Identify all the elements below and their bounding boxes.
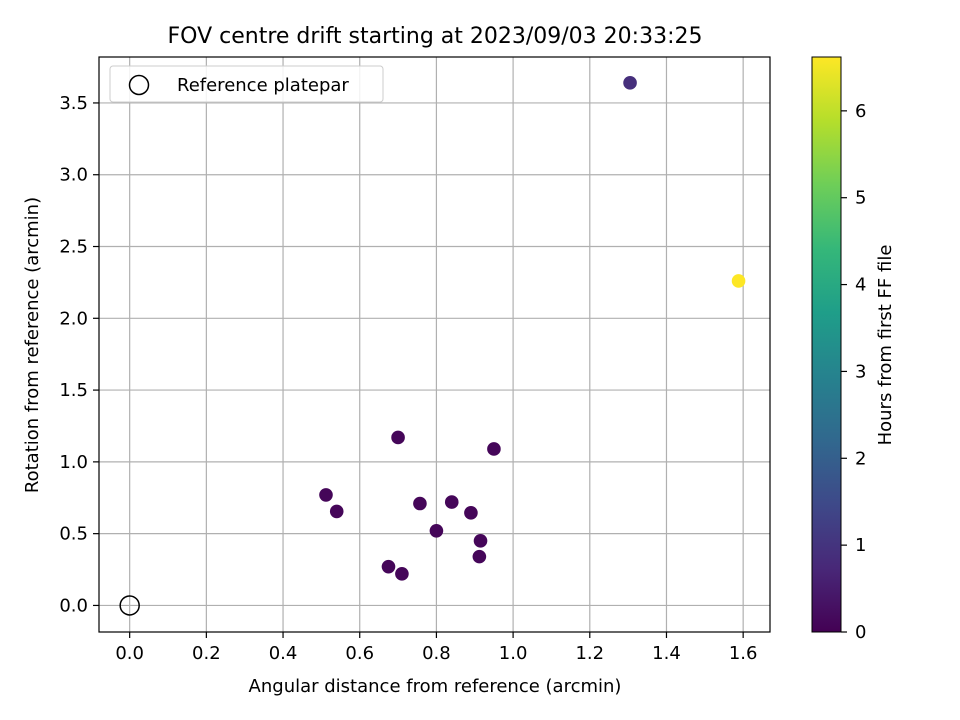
y-tick-label: 3.5	[59, 93, 88, 114]
data-point	[381, 559, 396, 574]
y-axis-ticks: 0.0 0.5 1.0 1.5 2.0 2.5 3.0 3.5	[59, 93, 99, 616]
colorbar-tick-label: 0	[855, 622, 866, 643]
reference-point-marker	[119, 595, 140, 616]
grid-lines	[99, 57, 770, 632]
data-point	[731, 274, 746, 288]
x-tick-label: 1.0	[499, 643, 528, 664]
x-tick-label: 1.6	[729, 643, 758, 664]
x-tick-label: 0.8	[422, 643, 451, 664]
y-axis-label: Rotation from reference (arcmin)	[22, 197, 43, 493]
x-tick-label: 1.2	[575, 643, 604, 664]
y-tick-label: 2.0	[59, 308, 88, 329]
legend: Reference platepar	[109, 65, 384, 103]
chart-title: FOV centre drift starting at 2023/09/03 …	[168, 24, 703, 49]
data-point	[473, 534, 488, 548]
legend-label: Reference platepar	[177, 75, 349, 96]
data-point	[464, 506, 478, 520]
y-tick-label: 0.5	[59, 524, 88, 545]
colorbar-tick-label: 4	[855, 275, 866, 296]
data-point	[429, 523, 444, 538]
x-tick-label: 0.0	[115, 643, 144, 664]
colorbar-gradient	[811, 56, 842, 633]
data-point	[395, 567, 409, 581]
y-tick-label: 3.0	[59, 165, 88, 186]
x-axis-label: Angular distance from reference (arcmin)	[249, 676, 622, 697]
y-tick-label: 1.0	[59, 452, 88, 473]
data-point	[444, 495, 459, 509]
y-tick-label: 2.5	[59, 237, 88, 258]
colorbar-tick-label: 1	[855, 535, 866, 556]
plot-frame	[98, 56, 771, 633]
x-tick-label: 1.4	[652, 643, 681, 664]
colorbar-tick-label: 6	[855, 101, 866, 122]
colorbar-tick-label: 2	[855, 448, 866, 469]
colorbar-ticks: 0 1 2 3 4 5 6	[841, 101, 866, 643]
data-points	[119, 76, 746, 616]
data-point	[413, 496, 427, 511]
x-tick-label: 0.4	[269, 643, 298, 664]
x-axis-ticks: 0.0 0.2 0.4 0.6 0.8 1.0 1.2 1.4 1.6	[115, 632, 757, 664]
data-point	[623, 76, 637, 90]
x-tick-label: 0.6	[345, 643, 374, 664]
x-tick-label: 0.2	[192, 643, 221, 664]
legend-box	[109, 65, 384, 103]
legend-reference-marker	[128, 74, 150, 96]
data-point	[472, 549, 487, 564]
y-tick-label: 1.5	[59, 380, 88, 401]
data-point	[391, 430, 405, 445]
data-point	[329, 504, 344, 519]
colorbar-tick-label: 3	[855, 361, 866, 382]
y-tick-label: 0.0	[59, 595, 88, 616]
colorbar-label: Hours from first FF file	[875, 245, 896, 446]
colorbar-tick-label: 5	[855, 188, 866, 209]
data-point	[487, 442, 501, 456]
colorbar: 0 1 2 3 4 5 6 Hours from first FF file	[811, 56, 896, 643]
data-point	[319, 488, 333, 502]
